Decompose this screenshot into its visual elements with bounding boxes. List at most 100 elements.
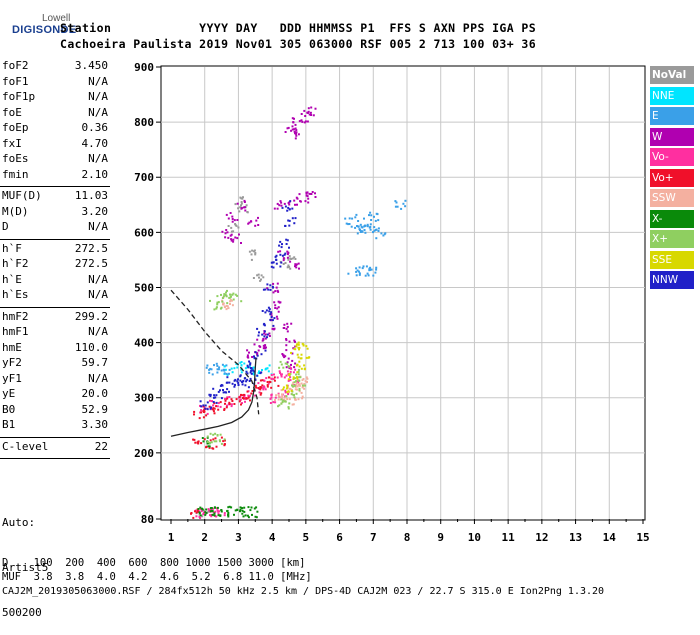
data-point-vo xyxy=(240,393,242,396)
data-point-ssw xyxy=(295,384,298,387)
data-point-sse xyxy=(296,343,299,346)
data-point-x xyxy=(255,506,258,509)
data-point-nnw xyxy=(267,306,270,309)
data-point-nnw xyxy=(270,261,273,264)
data-point-vo xyxy=(262,388,265,391)
data-point-w xyxy=(285,349,288,352)
data-point-x xyxy=(295,392,298,395)
data-point-w xyxy=(243,199,246,202)
parameter-value: N/A xyxy=(88,371,108,385)
data-point-nnw xyxy=(272,266,275,269)
parameter-value: 0.36 xyxy=(81,121,109,134)
data-point-vo xyxy=(273,376,276,379)
data-point-ssw xyxy=(289,387,292,390)
parameter-row: yE 20.0 xyxy=(2,387,108,402)
parameter-row: yF1 N/A xyxy=(2,372,108,387)
data-point-x xyxy=(199,514,202,517)
data-point-vo xyxy=(263,385,265,388)
data-point-x xyxy=(246,514,249,517)
x-tick-label: 4 xyxy=(269,531,276,544)
data-point-nnw xyxy=(284,224,287,227)
data-point-x xyxy=(282,399,285,402)
data-point-w xyxy=(278,204,281,207)
data-point-w xyxy=(246,349,249,352)
data-point-e xyxy=(377,230,380,232)
data-point-x xyxy=(295,373,298,376)
data-point-vo xyxy=(289,376,292,379)
data-point-w xyxy=(257,216,259,219)
data-point-w xyxy=(308,192,311,195)
data-point-w xyxy=(304,200,307,203)
data-point-noval xyxy=(230,230,233,233)
data-point-nnw xyxy=(287,219,290,222)
data-point-vo xyxy=(249,399,251,402)
data-point-e xyxy=(374,271,377,274)
data-point-nnw xyxy=(224,391,227,394)
data-point-w xyxy=(283,323,286,326)
data-point-nnw xyxy=(256,354,259,357)
data-point-e xyxy=(357,270,360,273)
data-point-sse xyxy=(300,353,303,356)
data-point-w xyxy=(274,290,277,293)
data-point-vo xyxy=(211,400,213,403)
data-point-vo xyxy=(215,405,218,408)
data-point-nnw xyxy=(204,404,207,407)
data-point-sse xyxy=(296,377,299,380)
data-point-nnw xyxy=(259,372,262,375)
data-point-sse xyxy=(286,386,289,389)
data-point-e xyxy=(383,233,386,236)
data-point-w xyxy=(275,286,278,289)
parameter-name: hmE xyxy=(2,340,22,354)
data-point-nnw xyxy=(225,381,228,384)
data-point-w xyxy=(227,236,230,239)
data-point-w xyxy=(295,134,298,137)
data-point-e xyxy=(394,205,397,208)
data-point-ssw xyxy=(274,399,276,402)
data-point-ssw xyxy=(306,380,308,383)
data-point-x xyxy=(304,384,307,387)
parameter-row: foE N/A xyxy=(2,106,108,121)
data-point-vo xyxy=(228,401,231,404)
data-point-vo xyxy=(217,402,220,405)
data-point-noval xyxy=(289,257,292,260)
data-point-noval xyxy=(250,253,253,256)
data-point-x xyxy=(215,306,218,309)
data-point-vo xyxy=(192,516,195,519)
parameter-row: h`F 272.5 xyxy=(2,242,108,257)
data-point-w xyxy=(285,344,288,347)
data-point-ssw xyxy=(297,383,300,386)
data-point-x xyxy=(213,308,216,311)
data-point-nnw xyxy=(256,327,259,330)
data-point-ssw xyxy=(277,393,280,396)
parameter-row: B0 52.9 xyxy=(2,403,108,418)
parameter-row: M(D) 3.20 xyxy=(2,205,108,220)
data-point-w xyxy=(285,338,288,340)
data-point-nne xyxy=(243,362,246,365)
data-point-noval xyxy=(245,204,248,207)
data-point-vo xyxy=(230,403,233,406)
data-point-vo xyxy=(259,393,262,396)
data-point-nnw xyxy=(280,246,283,249)
data-point-noval xyxy=(246,211,249,214)
data-point-e xyxy=(364,231,367,234)
data-point-x xyxy=(282,366,285,369)
data-point-nnw xyxy=(231,382,234,385)
data-point-x xyxy=(301,384,304,387)
data-point-vo xyxy=(211,447,214,450)
data-point-e xyxy=(358,228,361,231)
data-point-w xyxy=(297,262,300,265)
parameter-value: N/A xyxy=(88,90,108,103)
data-point-noval xyxy=(240,201,243,203)
data-point-w xyxy=(257,349,260,352)
data-point-x xyxy=(216,506,219,509)
data-point-vo xyxy=(297,381,300,384)
data-point-vo xyxy=(272,378,275,381)
data-point-w xyxy=(221,230,224,233)
data-point-e xyxy=(363,229,366,231)
data-point-w xyxy=(310,193,313,195)
data-point-w xyxy=(303,121,306,124)
data-point-e xyxy=(211,373,214,376)
data-point-x xyxy=(234,509,237,512)
parameter-name: yE xyxy=(2,387,16,400)
data-point-vo xyxy=(223,407,226,410)
